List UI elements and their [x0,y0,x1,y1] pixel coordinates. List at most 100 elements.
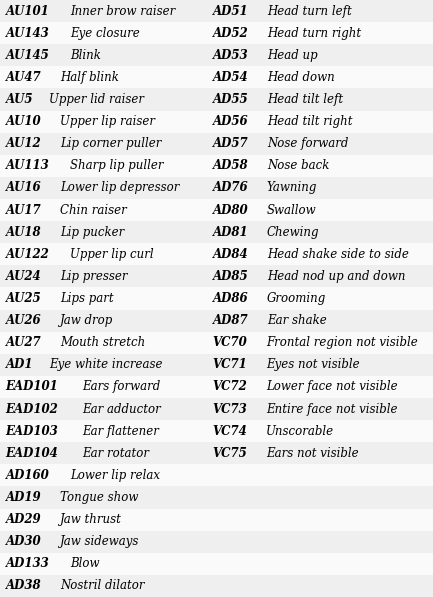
Text: VC70: VC70 [213,336,247,349]
Text: VC71: VC71 [213,358,247,371]
Bar [0,509,433,531]
Text: AU26: AU26 [6,314,41,327]
Text: AU18: AU18 [6,226,41,239]
Bar [0,155,433,177]
Text: AD86: AD86 [213,292,248,305]
Text: Chewing: Chewing [267,226,320,239]
Text: AD81: AD81 [213,226,248,239]
Text: AU47: AU47 [6,71,41,84]
Text: AD58: AD58 [213,159,248,173]
Text: VC74: VC74 [213,424,247,438]
Text: AU143: AU143 [6,27,49,39]
Text: Ear flattener: Ear flattener [82,424,159,438]
Text: Sharp lip puller: Sharp lip puller [71,159,164,173]
Text: AU12: AU12 [6,137,41,150]
Text: EAD103: EAD103 [6,424,58,438]
Text: Yawning: Yawning [267,181,317,195]
Text: Chin raiser: Chin raiser [60,204,127,217]
Text: AD51: AD51 [213,5,248,17]
Text: AD19: AD19 [6,491,41,504]
Bar [0,0,433,22]
Text: AU5: AU5 [6,93,33,106]
Text: AD84: AD84 [213,248,248,261]
Text: Ears not visible: Ears not visible [266,447,359,460]
Bar [0,44,433,66]
Text: EAD102: EAD102 [6,402,58,416]
Text: Upper lid raiser: Upper lid raiser [49,93,145,106]
Text: Entire face not visible: Entire face not visible [266,402,397,416]
Text: AD76: AD76 [213,181,248,195]
Bar [0,487,433,509]
Text: AU17: AU17 [6,204,41,217]
Text: AD29: AD29 [6,513,41,526]
Text: AU24: AU24 [6,270,41,283]
Text: AD80: AD80 [213,204,248,217]
Text: Lower lip depressor: Lower lip depressor [60,181,179,195]
Text: AD54: AD54 [213,71,248,84]
Text: AU122: AU122 [6,248,49,261]
Text: Ear adductor: Ear adductor [82,402,161,416]
Text: AD133: AD133 [6,558,49,570]
Bar [0,464,433,487]
Text: Head nod up and down: Head nod up and down [267,270,405,283]
Bar [0,575,433,597]
Text: Eye white increase: Eye white increase [49,358,163,371]
Text: Swallow: Swallow [267,204,317,217]
Bar [0,398,433,420]
Text: Lip corner puller: Lip corner puller [60,137,162,150]
Text: Blow: Blow [71,558,100,570]
Text: Head tilt right: Head tilt right [267,115,352,128]
Text: Head tilt left: Head tilt left [267,93,343,106]
Text: AD1: AD1 [6,358,33,371]
Text: Head up: Head up [267,49,317,61]
Text: Jaw sideways: Jaw sideways [60,536,139,548]
Text: Inner brow raiser: Inner brow raiser [71,5,176,17]
Text: AD160: AD160 [6,469,49,482]
Bar [0,243,433,265]
Text: AD85: AD85 [213,270,248,283]
Bar [0,221,433,243]
Text: Ear shake: Ear shake [267,314,326,327]
Text: AU10: AU10 [6,115,41,128]
Text: EAD104: EAD104 [6,447,58,460]
Text: Lip presser: Lip presser [60,270,127,283]
Bar [0,22,433,44]
Bar [0,420,433,442]
Text: VC72: VC72 [213,380,247,393]
Text: Nose back: Nose back [267,159,329,173]
Text: AD57: AD57 [213,137,248,150]
Text: AD52: AD52 [213,27,248,39]
Text: AU101: AU101 [6,5,49,17]
Text: AD87: AD87 [213,314,248,327]
Bar [0,332,433,354]
Text: Eye closure: Eye closure [71,27,140,39]
Bar [0,265,433,287]
Text: VC73: VC73 [213,402,247,416]
Text: Frontal region not visible: Frontal region not visible [266,336,417,349]
Text: Jaw drop: Jaw drop [60,314,113,327]
Bar [0,287,433,310]
Bar [0,88,433,110]
Text: AU145: AU145 [6,49,49,61]
Bar [0,199,433,221]
Text: Head turn right: Head turn right [267,27,361,39]
Text: Upper lip raiser: Upper lip raiser [60,115,155,128]
Text: Half blink: Half blink [60,71,119,84]
Bar [0,354,433,376]
Text: Head shake side to side: Head shake side to side [267,248,409,261]
Text: AU16: AU16 [6,181,41,195]
Bar [0,442,433,464]
Bar [0,66,433,88]
Text: Mouth stretch: Mouth stretch [60,336,145,349]
Text: Grooming: Grooming [267,292,326,305]
Bar [0,177,433,199]
Text: AD53: AD53 [213,49,248,61]
Text: Lower lip relax: Lower lip relax [71,469,160,482]
Text: AU27: AU27 [6,336,41,349]
Bar [0,553,433,575]
Text: Tongue show: Tongue show [60,491,138,504]
Text: Upper lip curl: Upper lip curl [71,248,154,261]
Text: Ears forward: Ears forward [82,380,160,393]
Bar [0,376,433,398]
Text: Head down: Head down [267,71,335,84]
